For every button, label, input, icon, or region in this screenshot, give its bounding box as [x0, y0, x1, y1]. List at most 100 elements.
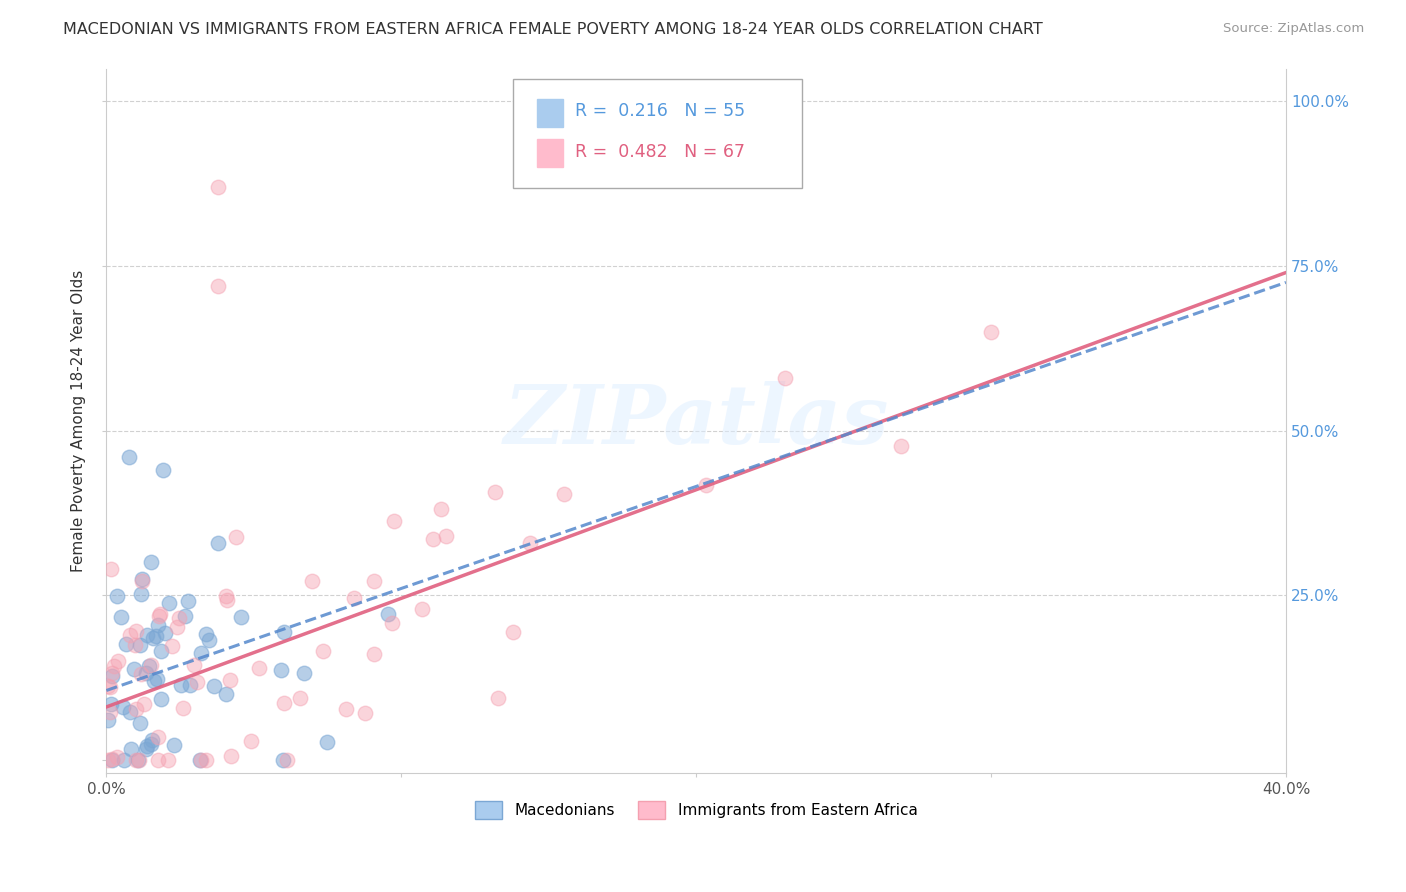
- Point: [890, 439, 912, 453]
- Point: [129, 667, 152, 681]
- Point: [195, 626, 218, 640]
- Point: [553, 487, 575, 501]
- Point: [142, 632, 165, 646]
- Point: [174, 609, 197, 624]
- Point: [215, 589, 238, 603]
- Point: [166, 620, 188, 634]
- Point: [207, 278, 229, 293]
- Point: [135, 628, 157, 642]
- Text: Source: ZipAtlas.com: Source: ZipAtlas.com: [1223, 22, 1364, 36]
- Point: [150, 643, 173, 657]
- Point: [167, 611, 190, 625]
- Point: [335, 702, 357, 716]
- Point: [519, 536, 541, 550]
- Point: [377, 607, 399, 621]
- Point: [124, 638, 146, 652]
- Point: [179, 678, 201, 692]
- Point: [114, 637, 136, 651]
- Bar: [537, 99, 562, 127]
- Point: [101, 752, 124, 766]
- Point: [484, 484, 506, 499]
- Point: [118, 628, 141, 642]
- Point: [107, 654, 129, 668]
- Point: [139, 737, 162, 751]
- Point: [215, 592, 238, 607]
- Point: [145, 629, 167, 643]
- Point: [153, 626, 176, 640]
- Text: R =  0.216   N = 55: R = 0.216 N = 55: [575, 103, 745, 120]
- Point: [128, 753, 150, 767]
- Point: [273, 696, 295, 710]
- Point: [312, 644, 335, 658]
- Point: [207, 535, 229, 549]
- Point: [125, 624, 148, 639]
- Point: [247, 661, 270, 675]
- Point: [190, 753, 212, 767]
- Point: [149, 692, 172, 706]
- Text: MACEDONIAN VS IMMIGRANTS FROM EASTERN AFRICA FEMALE POVERTY AMONG 18-24 YEAR OLD: MACEDONIAN VS IMMIGRANTS FROM EASTERN AF…: [63, 22, 1043, 37]
- Point: [127, 753, 149, 767]
- Point: [139, 555, 162, 569]
- Point: [183, 657, 205, 672]
- Point: [411, 601, 433, 615]
- Point: [100, 562, 122, 576]
- Point: [434, 529, 457, 543]
- Point: [122, 662, 145, 676]
- Point: [100, 697, 122, 711]
- Point: [146, 672, 169, 686]
- Point: [110, 610, 132, 624]
- Point: [146, 618, 169, 632]
- Point: [240, 733, 263, 747]
- FancyBboxPatch shape: [513, 79, 803, 188]
- Point: [188, 753, 211, 767]
- Point: [135, 666, 157, 681]
- Point: [486, 690, 509, 705]
- Point: [98, 705, 121, 719]
- Point: [219, 749, 242, 764]
- Point: [129, 586, 152, 600]
- Point: [215, 687, 238, 701]
- Point: [101, 666, 124, 681]
- Point: [271, 753, 294, 767]
- Point: [276, 753, 298, 767]
- Point: [218, 673, 240, 687]
- Point: [120, 706, 142, 720]
- Point: [225, 530, 247, 544]
- Point: [125, 701, 148, 715]
- Point: [190, 647, 212, 661]
- Point: [177, 593, 200, 607]
- Point: [429, 502, 451, 516]
- Point: [363, 647, 385, 661]
- Point: [132, 698, 155, 712]
- Text: ZIPatlas: ZIPatlas: [503, 381, 889, 460]
- Point: [136, 739, 159, 753]
- Point: [105, 749, 128, 764]
- Legend: Macedonians, Immigrants from Eastern Africa: Macedonians, Immigrants from Eastern Afr…: [468, 795, 924, 825]
- Point: [101, 753, 124, 767]
- Point: [129, 638, 152, 652]
- Point: [112, 753, 135, 767]
- Point: [141, 658, 163, 673]
- Point: [146, 731, 169, 745]
- Point: [384, 514, 406, 528]
- Point: [148, 609, 170, 624]
- Point: [138, 659, 160, 673]
- Bar: [537, 139, 562, 167]
- Text: R =  0.482   N = 67: R = 0.482 N = 67: [575, 143, 745, 161]
- Point: [381, 615, 404, 630]
- Point: [422, 532, 444, 546]
- Point: [292, 666, 315, 681]
- Point: [354, 706, 377, 720]
- Point: [502, 624, 524, 639]
- Point: [97, 680, 120, 694]
- Y-axis label: Female Poverty Among 18-24 Year Olds: Female Poverty Among 18-24 Year Olds: [72, 269, 86, 572]
- Point: [112, 699, 135, 714]
- Point: [363, 574, 385, 589]
- Point: [97, 753, 120, 767]
- Point: [197, 633, 219, 648]
- Point: [273, 624, 295, 639]
- Point: [695, 478, 717, 492]
- Point: [270, 663, 292, 677]
- Point: [288, 690, 311, 705]
- Point: [301, 574, 323, 588]
